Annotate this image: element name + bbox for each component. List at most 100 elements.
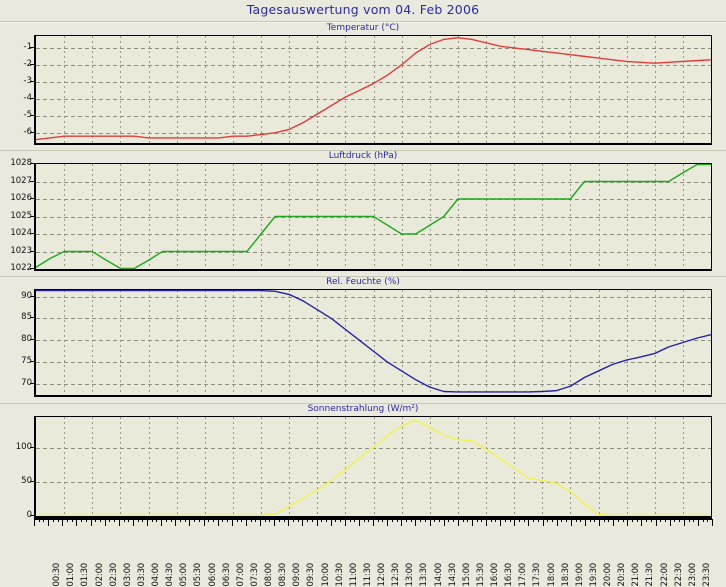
- x-tick-minor: [180, 519, 181, 522]
- x-tick-minor: [137, 519, 139, 522]
- x-tick-label: 01:00: [66, 563, 77, 587]
- x-tick-label: 10:30: [334, 563, 345, 587]
- x-tick-label: 12:00: [377, 563, 387, 587]
- chart-title-humidity: Rel. Feuchte (%): [326, 277, 400, 287]
- x-tick-minor: [674, 519, 676, 522]
- x-tick-minor: [95, 519, 97, 522]
- y-tick-label: -4: [23, 92, 32, 103]
- x-tick-major: [344, 519, 346, 526]
- x-tick-major: [514, 519, 516, 526]
- x-tick-minor: [269, 519, 271, 522]
- divider-top: [0, 21, 726, 23]
- x-tick-minor: [297, 519, 299, 522]
- x-axis-ticks: [34, 519, 713, 527]
- x-tick-minor: [533, 519, 535, 522]
- y-tick-label: 0: [27, 510, 32, 520]
- x-tick-minor: [109, 519, 111, 522]
- x-tick-minor: [467, 519, 469, 522]
- x-tick-major: [613, 519, 615, 526]
- y-tick-label: 90: [21, 290, 32, 301]
- y-tick-mark: [30, 251, 34, 252]
- x-tick-minor: [636, 519, 638, 522]
- x-tick-major: [471, 519, 473, 526]
- x-tick-minor: [349, 519, 351, 522]
- chart-svg-solar_radiation: [36, 417, 711, 516]
- y-tick-mark: [30, 64, 34, 65]
- x-tick-minor: [255, 519, 257, 522]
- x-tick-label: 16:30: [504, 563, 515, 587]
- y-tick-mark: [30, 98, 34, 99]
- y-tick-mark: [30, 132, 34, 133]
- x-tick-minor: [114, 519, 115, 522]
- x-tick-minor: [632, 519, 633, 522]
- data-series-solar_radiation: [36, 419, 711, 516]
- x-tick-minor: [81, 519, 83, 522]
- x-tick-label: 03:00: [122, 563, 133, 587]
- x-tick-major: [500, 519, 502, 526]
- x-tick-label: 18:00: [546, 563, 557, 587]
- x-tick-major: [48, 519, 50, 526]
- x-tick-minor: [495, 519, 497, 522]
- data-series-humidity: [36, 290, 711, 393]
- x-tick-label: 21:00: [631, 563, 642, 587]
- x-tick-label: 06:30: [221, 563, 232, 587]
- y-tick-mark: [30, 198, 34, 199]
- chart-panel-pressure: Luftdruck (hPa) 1022 1023 1024 1025 1026 1027…: [0, 151, 726, 276]
- x-tick-major: [274, 519, 276, 526]
- chart-svg-humidity: [36, 290, 711, 395]
- x-tick-label: 11:30: [362, 563, 373, 587]
- x-tick-label: 22:00: [659, 563, 670, 587]
- y-tick-label: 75: [21, 356, 32, 367]
- x-tick-major: [429, 519, 431, 526]
- x-tick-minor: [410, 519, 412, 522]
- x-tick-major: [189, 519, 191, 526]
- chart-svg-pressure: [36, 164, 711, 269]
- y-tick-label: -3: [23, 75, 32, 86]
- y-tick-label: 70: [21, 378, 32, 389]
- y-tick-mark: [30, 515, 34, 516]
- x-tick-minor: [321, 519, 323, 522]
- x-tick-major: [669, 519, 671, 526]
- x-tick-label: 20:00: [603, 563, 613, 587]
- x-tick-minor: [43, 519, 45, 522]
- y-tick-mark: [30, 339, 34, 340]
- x-tick-minor: [325, 519, 327, 522]
- y-tick-label: 80: [21, 334, 32, 345]
- y-tick-mark: [30, 268, 34, 269]
- x-tick-label: 15:00: [461, 563, 472, 587]
- y-tick-mark: [30, 481, 34, 482]
- x-tick-minor: [434, 519, 436, 522]
- x-tick-major: [584, 519, 586, 526]
- x-tick-minor: [335, 519, 337, 522]
- data-series-pressure: [36, 164, 711, 269]
- x-tick-label: 22:30: [673, 563, 684, 587]
- x-tick-minor: [420, 519, 422, 522]
- x-tick-minor: [354, 519, 356, 522]
- x-tick-major: [260, 519, 261, 526]
- x-tick-minor: [222, 519, 224, 522]
- x-tick-minor: [688, 519, 690, 522]
- x-tick-minor: [547, 519, 549, 522]
- y-tick-mark: [30, 81, 34, 82]
- x-tick-minor: [67, 519, 68, 522]
- x-tick-minor: [170, 519, 172, 522]
- plot-area-temperature: [34, 35, 712, 145]
- y-tick-label: -2: [23, 58, 32, 69]
- x-tick-minor: [391, 519, 393, 522]
- x-tick-major: [34, 519, 35, 526]
- x-tick-major: [712, 519, 713, 526]
- x-tick-minor: [71, 519, 73, 522]
- x-tick-major: [161, 519, 163, 526]
- x-tick-major: [316, 519, 318, 526]
- x-tick-minor: [537, 519, 539, 522]
- x-tick-minor: [406, 519, 407, 522]
- x-tick-major: [528, 519, 530, 526]
- x-tick-major: [655, 519, 657, 526]
- x-tick-major: [556, 519, 558, 526]
- x-tick-minor: [608, 519, 610, 522]
- x-tick-major: [486, 519, 487, 526]
- x-tick-major: [599, 519, 600, 526]
- x-tick-minor: [580, 519, 582, 522]
- x-tick-minor: [241, 519, 243, 522]
- x-tick-major: [76, 519, 78, 526]
